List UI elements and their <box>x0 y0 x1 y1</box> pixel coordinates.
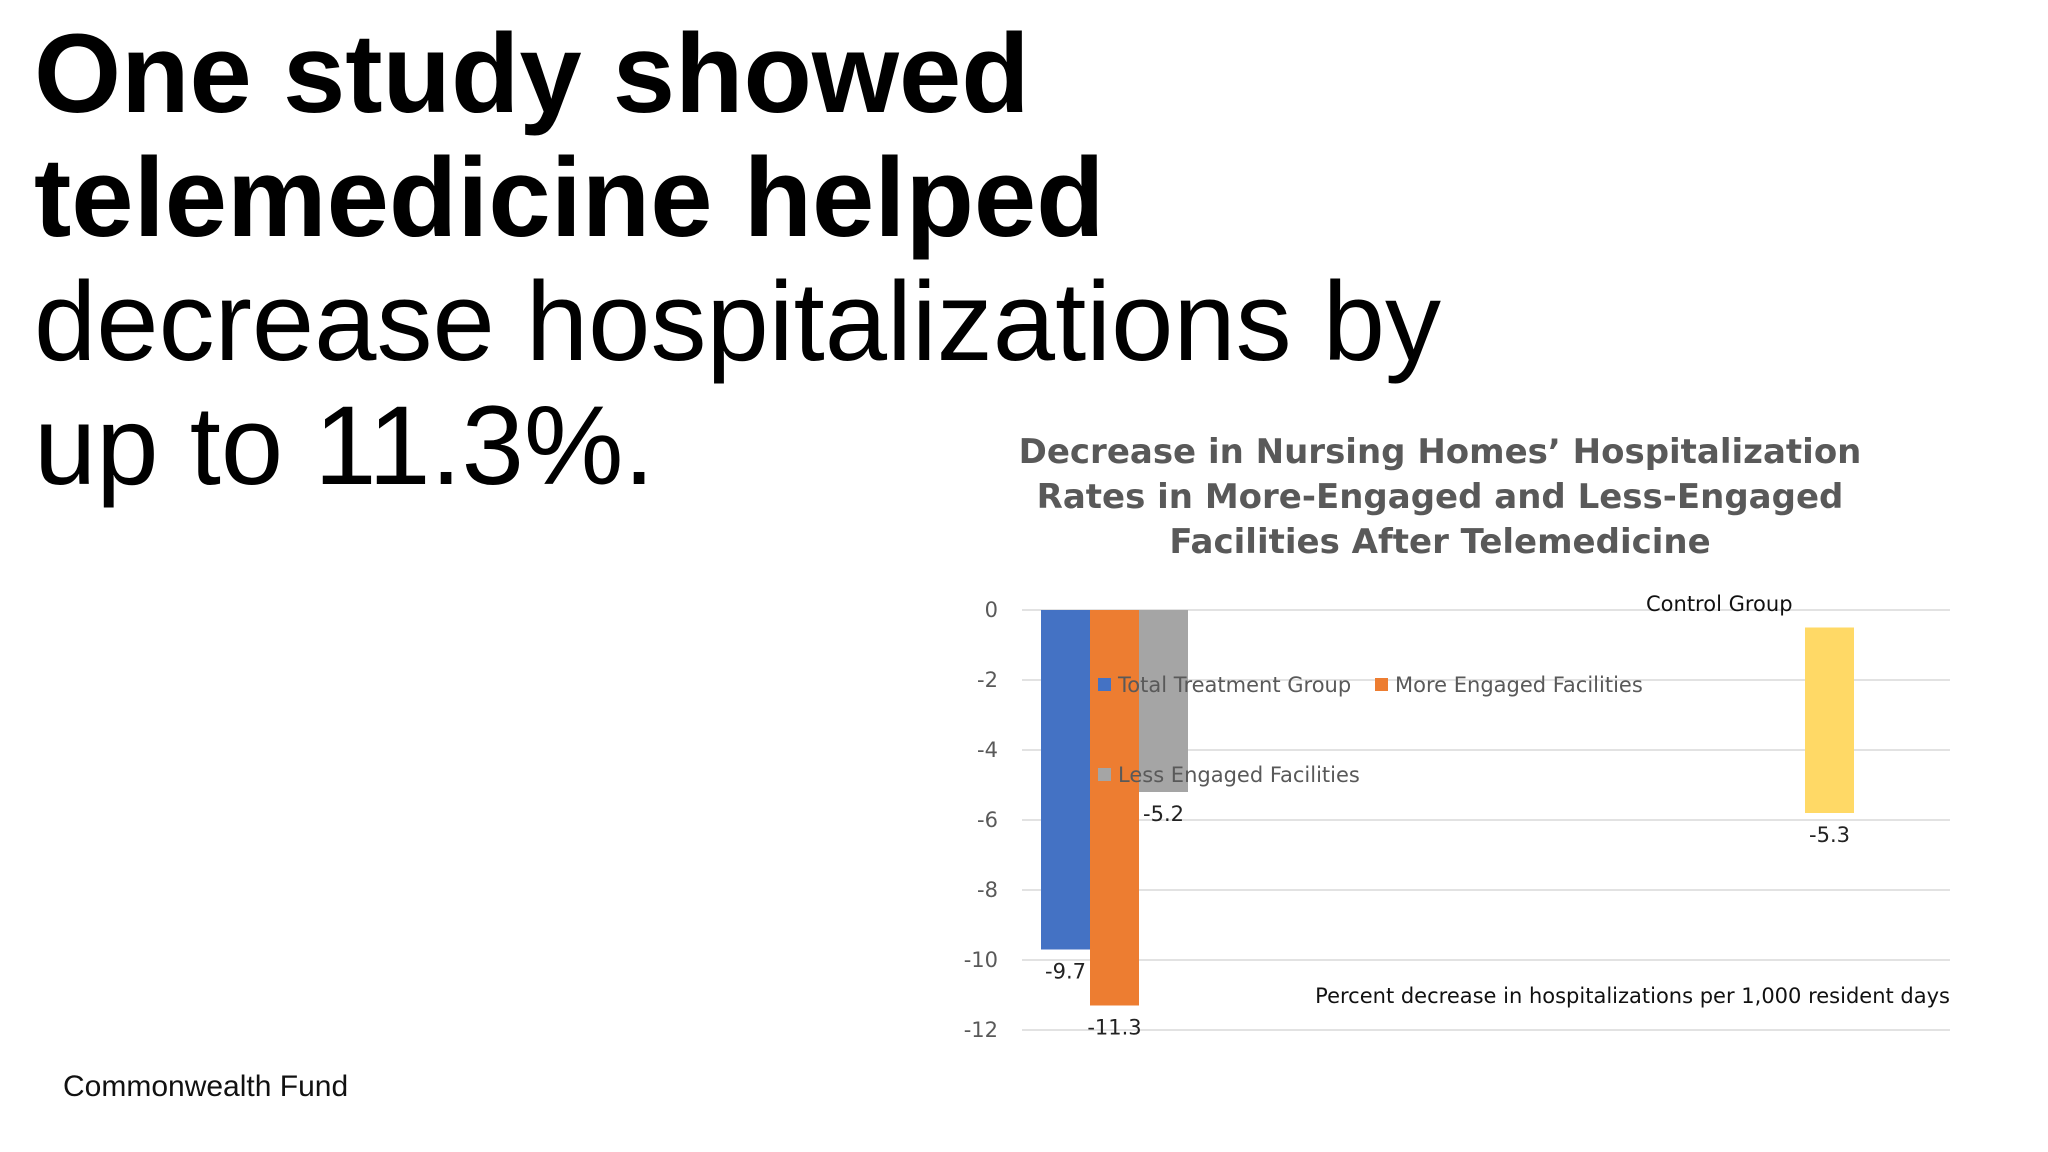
chart-title-line-2: Rates in More-Engaged and Less-Engaged <box>1036 477 1844 517</box>
y-tick-label: -6 <box>977 808 998 832</box>
chart-title-line-1: Decrease in Nursing Homes’ Hospitalizati… <box>1018 432 1862 472</box>
y-tick-label: -10 <box>964 948 998 972</box>
bar-control-group <box>1805 627 1854 813</box>
legend-swatch <box>1098 768 1111 781</box>
bar-total-treatment-group <box>1041 610 1090 950</box>
bar-less-engaged-facilities <box>1139 610 1188 792</box>
x-axis-label: Percent decrease in hospitalizations per… <box>1315 984 1950 1008</box>
headline-line-2: telemedicine helped <box>34 135 1105 260</box>
data-label: -9.7 <box>1045 960 1086 984</box>
data-label: -5.3 <box>1809 823 1850 847</box>
control-group-label: Control Group <box>1646 592 1793 616</box>
headline-line-3: decrease hospitalizations by <box>34 259 1442 384</box>
legend-label: Total Treatment Group <box>1117 673 1351 697</box>
bar-more-engaged-facilities <box>1090 610 1139 1006</box>
y-tick-label: 0 <box>985 598 998 622</box>
legend-label: Less Engaged Facilities <box>1118 763 1360 787</box>
headline-line-1: One study showed <box>34 11 1030 136</box>
y-tick-label: -4 <box>977 738 998 762</box>
source-credit: Commonwealth Fund <box>63 1070 349 1103</box>
legend-label: More Engaged Facilities <box>1395 673 1643 697</box>
headline: One study showed telemedicine helped dec… <box>34 12 1441 508</box>
headline-line-4: up to 11.3%. <box>34 383 655 508</box>
legend-swatch <box>1375 678 1388 691</box>
legend-swatch <box>1098 678 1111 691</box>
y-tick-label: -8 <box>977 878 998 902</box>
data-label: -11.3 <box>1087 1016 1141 1040</box>
y-tick-label: -12 <box>964 1018 998 1042</box>
chart-title-line-3: Facilities After Telemedicine <box>1169 522 1711 562</box>
chart-title: Decrease in Nursing Homes’ Hospitalizati… <box>1010 430 1870 565</box>
data-label: -5.2 <box>1143 802 1184 826</box>
y-tick-label: -2 <box>977 668 998 692</box>
